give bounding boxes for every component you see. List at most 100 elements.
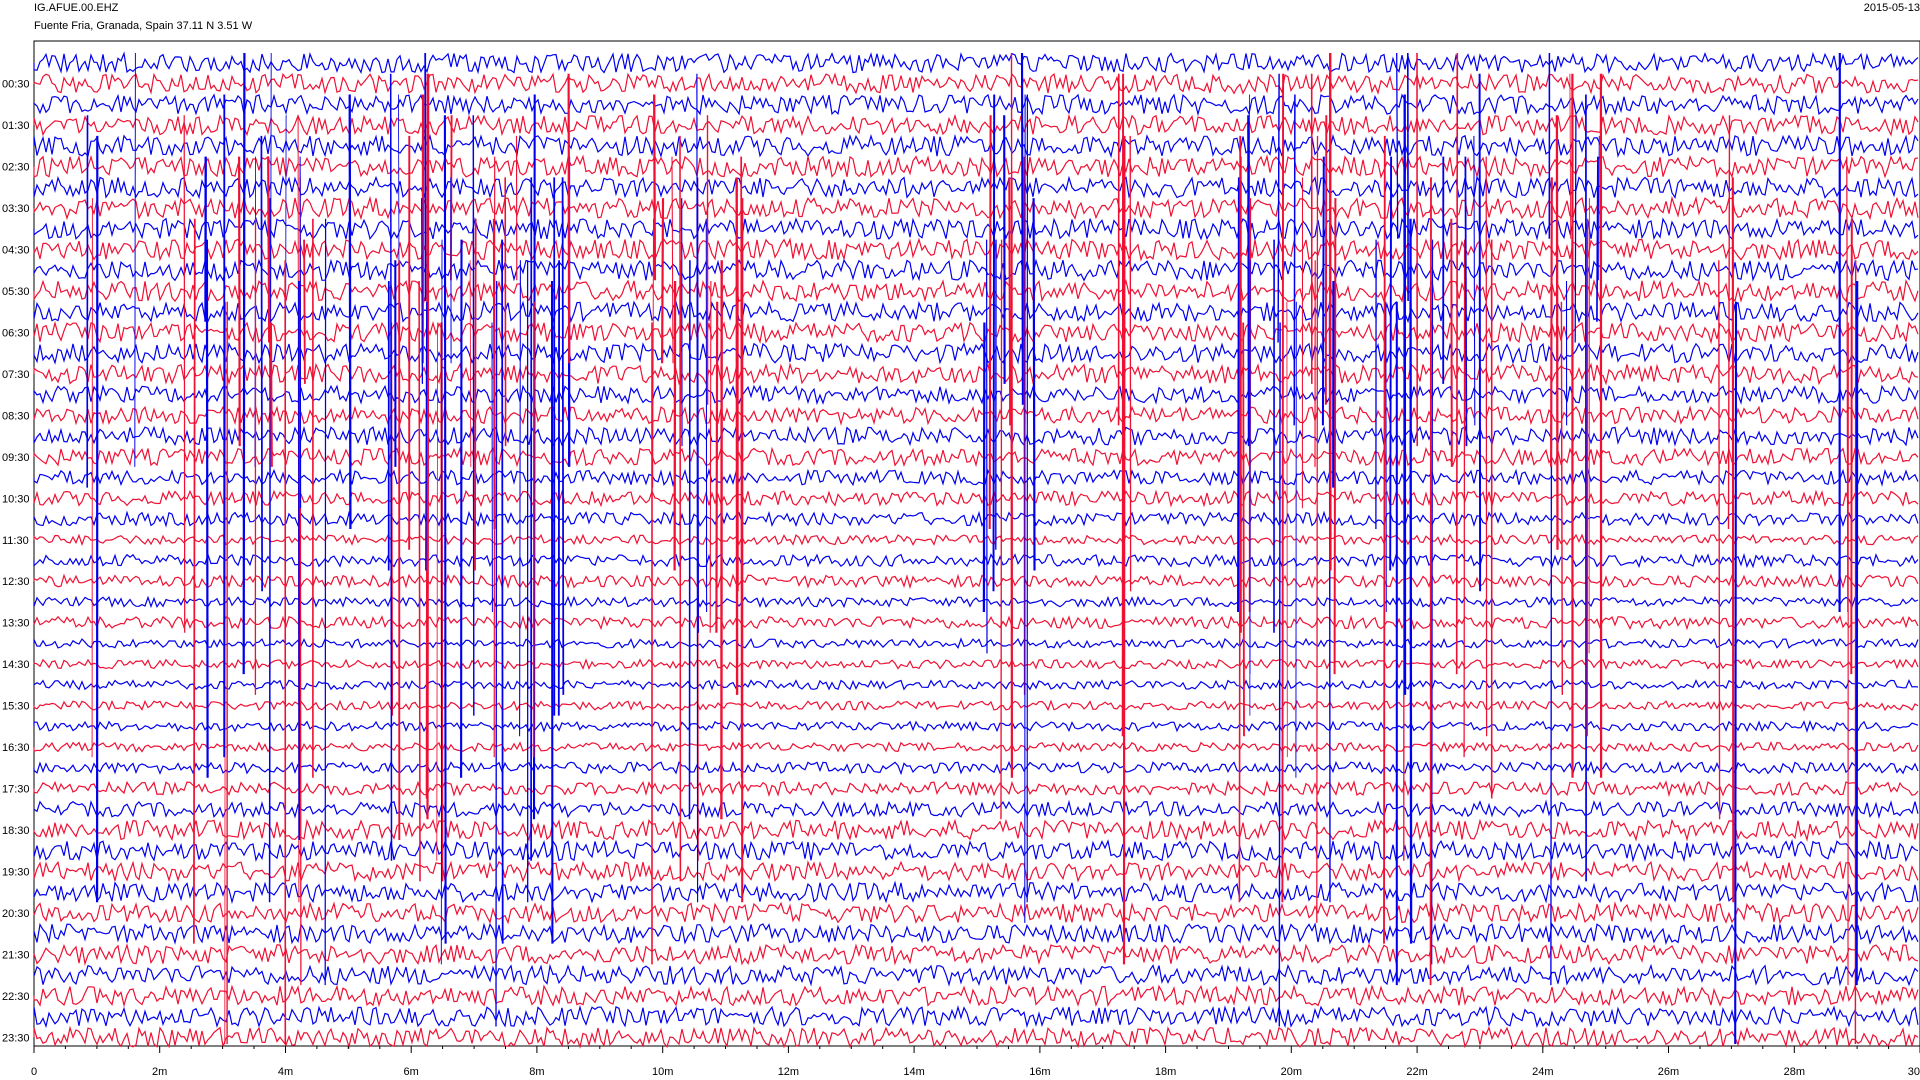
spike-4-12 <box>697 177 700 633</box>
spike-8-4 <box>1473 135 1476 426</box>
y-tick-label: 00:30 <box>2 79 30 91</box>
spike-9-11 <box>1596 156 1599 322</box>
spike-2-24 <box>425 301 428 571</box>
spike-5-11 <box>982 322 986 613</box>
y-tick-label: 08:30 <box>2 410 30 422</box>
trace-row-3 <box>33 93 1919 117</box>
spike-3-6 <box>567 73 571 364</box>
y-tick-label: 02:30 <box>2 162 30 174</box>
y-tick-label: 20:30 <box>2 908 30 920</box>
y-tick-label: 15:30 <box>2 701 30 713</box>
y-tick-label: 21:30 <box>2 949 30 961</box>
spike-2-25 <box>440 239 443 965</box>
trace-row-24 <box>33 533 1919 547</box>
x-tick-label: 10m <box>652 1066 673 1078</box>
spike-2-21 <box>389 73 393 861</box>
spike-8-16 <box>1396 52 1399 239</box>
trace-row-33 <box>33 719 1919 733</box>
spike-7-2 <box>1237 177 1241 613</box>
spike-7-10 <box>1324 115 1328 405</box>
spike-10-2 <box>1727 115 1731 530</box>
spike-1-10 <box>267 156 271 343</box>
trace-row-45 <box>33 963 1919 987</box>
spike-9-0 <box>1598 135 1600 281</box>
trace-row-37 <box>33 799 1919 820</box>
spike-4-9 <box>696 73 699 903</box>
spike-7-1 <box>1316 135 1319 923</box>
spike-4-2 <box>709 280 712 633</box>
trace-row-16 <box>33 362 1919 386</box>
y-tick-label: 06:30 <box>2 328 30 340</box>
plot-frame <box>33 40 1920 1047</box>
trace-row-20 <box>33 446 1919 468</box>
spike-9-2 <box>1569 73 1572 239</box>
spike-5-4 <box>988 115 992 530</box>
station-code: IG.AFUE.00.EHZ <box>34 2 119 14</box>
trace-row-46 <box>33 984 1919 1008</box>
x-tick-label: 14m <box>903 1066 924 1078</box>
spike-2-7 <box>443 115 447 944</box>
trace-row-39 <box>33 838 1919 863</box>
trace-row-6 <box>33 154 1919 179</box>
x-tick-label: 0 <box>31 1066 37 1078</box>
spike-10-3 <box>1718 260 1721 820</box>
y-axis-time-labels: 00:30 01:30 02:30 03:30 04:30 05:30 06:30 07:30… <box>2 79 30 1045</box>
record-date: 2015-05-13 <box>1863 2 1920 14</box>
y-tick-label: 04:30 <box>2 245 30 257</box>
spike-2-17 <box>421 198 424 384</box>
spike-0-6 <box>134 52 136 467</box>
trace-rows <box>33 51 1919 1050</box>
spike-8-13 <box>1431 239 1434 965</box>
y-tick-label: 11:30 <box>2 535 29 547</box>
trace-row-32 <box>33 699 1919 712</box>
event-spikes <box>86 52 1859 1045</box>
x-tick-label: 24m <box>1532 1066 1553 1078</box>
spike-10-0 <box>1734 301 1738 1045</box>
spike-5-9 <box>1010 52 1013 633</box>
x-tick-label: 6m <box>404 1066 419 1078</box>
spike-7-0 <box>1281 73 1285 903</box>
trace-row-15 <box>33 341 1919 365</box>
spike-3-0 <box>519 260 521 737</box>
trace-row-22 <box>33 489 1919 508</box>
spike-2-15 <box>474 218 477 571</box>
x-tick-label: 20m <box>1281 1066 1302 1078</box>
spike-1-5 <box>268 198 272 903</box>
spike-5-7 <box>1008 177 1011 426</box>
spike-1-14 <box>269 322 273 467</box>
trace-row-12 <box>33 278 1919 304</box>
y-tick-label: 19:30 <box>2 866 30 878</box>
trace-row-13 <box>33 300 1919 324</box>
spike-4-19 <box>715 301 719 633</box>
x-tick-label: 22m <box>1406 1066 1427 1078</box>
spike-5-3 <box>1032 198 1036 571</box>
station-location: Fuente Fria, Granada, Spain 37.11 N 3.51… <box>34 20 253 32</box>
spike-3-4 <box>561 177 565 695</box>
y-tick-label: 07:30 <box>2 369 30 381</box>
trace-row-35 <box>33 760 1919 776</box>
spike-0-3 <box>193 218 196 944</box>
trace-row-9 <box>33 216 1919 241</box>
trace-row-42 <box>33 901 1919 925</box>
x-tick-label: 8m <box>529 1066 544 1078</box>
trace-row-21 <box>33 468 1919 487</box>
spike-4-3 <box>653 94 657 281</box>
trace-row-38 <box>33 818 1919 842</box>
spike-7-8 <box>1242 322 1245 737</box>
spike-5-14 <box>992 94 996 592</box>
trace-row-2 <box>33 72 1919 95</box>
x-tick-label: 2m <box>152 1066 167 1078</box>
spike-4-8 <box>661 198 665 364</box>
spike-3-5 <box>501 239 504 944</box>
spike-4-0 <box>671 156 674 364</box>
y-tick-label: 05:30 <box>2 286 30 298</box>
spike-4-20 <box>673 280 677 571</box>
spike-9-7 <box>1550 177 1553 467</box>
spike-8-19 <box>1450 218 1453 467</box>
y-tick-label: 16:30 <box>2 742 30 754</box>
trace-row-8 <box>33 195 1919 221</box>
trace-row-30 <box>33 658 1919 671</box>
spike-0-5 <box>205 239 209 778</box>
trace-row-19 <box>33 425 1919 447</box>
x-tick-label: 12m <box>778 1066 799 1078</box>
